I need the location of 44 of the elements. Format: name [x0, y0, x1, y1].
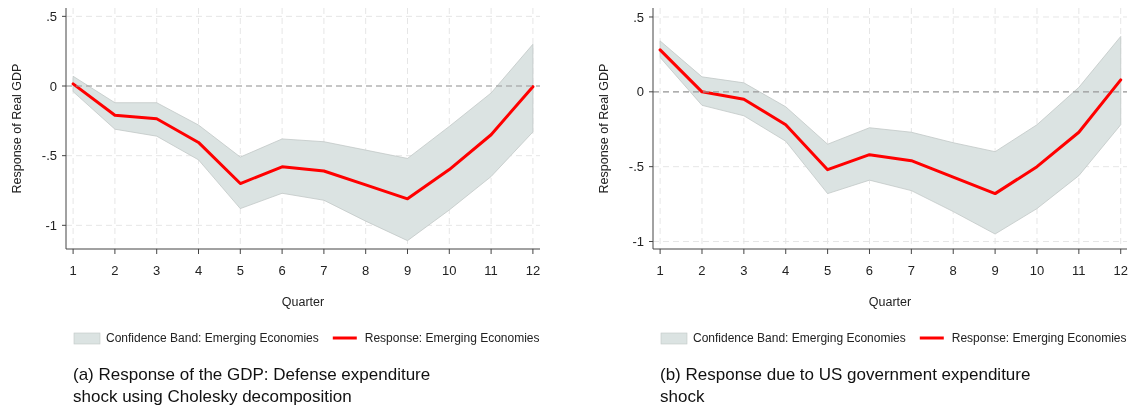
x-tick-label: 10	[442, 263, 457, 278]
y-tick-label: -.5	[628, 159, 644, 175]
x-tick-label: 2	[111, 263, 119, 278]
y-tick-label: .5	[633, 9, 644, 25]
y-tick-label: .5	[46, 8, 57, 24]
y-tick-label: -.5	[41, 148, 57, 164]
text: (a) Response of the GDP: Defense expenditure shock using Cholesky decomposition	[73, 365, 431, 406]
y-tick-label: -1	[45, 217, 57, 233]
x-tick-label: 4	[782, 263, 790, 278]
legend-label: Response: Emerging Economies	[951, 331, 1127, 345]
x-tick-label: 9	[991, 263, 999, 278]
x-tick-label: 3	[740, 263, 748, 278]
y-tick-label: 0	[49, 78, 57, 94]
x-tick-label: 11	[1072, 263, 1086, 278]
x-tick-label: 8	[362, 263, 370, 278]
x-tick-label: 1	[656, 263, 664, 278]
x-tick-label: 7	[320, 263, 328, 278]
x-tick-label: 2	[698, 263, 706, 278]
x-tick-label: 5	[823, 263, 832, 278]
legend-label: Confidence Band: Emerging Economies	[106, 331, 319, 345]
x-tick-label: 4	[194, 263, 203, 278]
x-tick-label: 11	[484, 263, 498, 278]
legend-label: Confidence Band: Emerging Economies	[693, 331, 906, 345]
y-axis-title: Response of Real GDP	[597, 63, 611, 194]
line-series	[71, 82, 535, 201]
line-series	[658, 48, 1123, 196]
x-axis-title: Quarter	[281, 295, 325, 309]
x-tick-label: 6	[278, 263, 286, 278]
x-tick-label: 3	[153, 263, 161, 278]
x-axis-title: Quarter	[868, 295, 912, 309]
text: (b) Response due to US government expenditure shock	[660, 365, 1031, 406]
y-axis-title: Response of Real GDP	[10, 63, 24, 194]
x-tick-label: 10	[1029, 263, 1045, 278]
x-tick-label: 12	[1113, 263, 1128, 278]
x-tick-label: 7	[907, 263, 915, 278]
y-tick-label: 0	[636, 84, 644, 100]
y-tick-label: -1	[632, 234, 644, 250]
x-tick-label: 6	[865, 263, 874, 278]
x-tick-label: 1	[69, 263, 77, 278]
x-tick-label: 9	[403, 263, 412, 278]
x-tick-label: 8	[949, 263, 957, 278]
x-tick-label: 5	[236, 263, 244, 278]
legend-label: Response: Emerging Economies	[364, 331, 540, 345]
x-tick-label: 12	[525, 263, 541, 278]
